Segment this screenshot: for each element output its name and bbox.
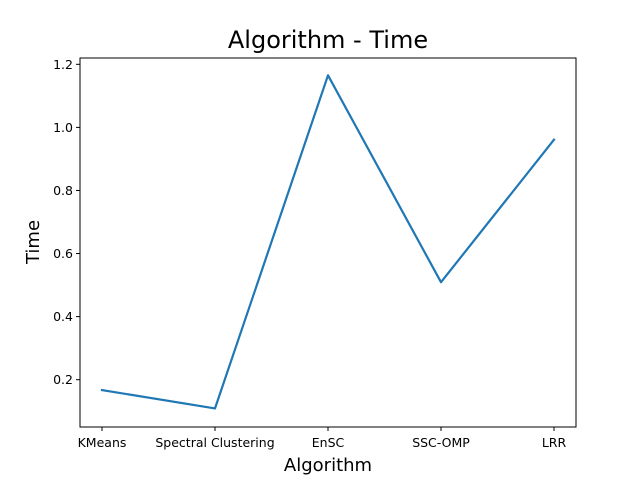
y-tick-label: 1.0 (53, 120, 73, 135)
plot-frame (79, 57, 577, 428)
y-tick-label: 0.2 (53, 372, 73, 387)
x-tick-label: LRR (542, 435, 567, 450)
x-tick-label: SSC-OMP (412, 435, 470, 450)
x-tick-label: Spectral Clustering (155, 435, 274, 450)
x-tick-label: KMeans (78, 435, 127, 450)
y-tick-label: 1.2 (53, 57, 73, 72)
chart-title: Algorithm - Time (228, 26, 428, 54)
x-axis: KMeans Spectral Clustering EnSC SSC-OMP LRR (78, 427, 567, 450)
y-tick-label: 0.8 (53, 183, 73, 198)
x-tick-label: EnSC (312, 435, 345, 450)
y-axis: 0.2 0.4 0.6 0.8 1.0 1.2 (53, 57, 80, 387)
y-tick-label: 0.6 (53, 246, 73, 261)
y-axis-label: Time (23, 220, 44, 265)
y-tick-label: 0.4 (53, 309, 73, 324)
x-axis-label: Algorithm (284, 455, 372, 476)
series-line (100, 74, 556, 410)
